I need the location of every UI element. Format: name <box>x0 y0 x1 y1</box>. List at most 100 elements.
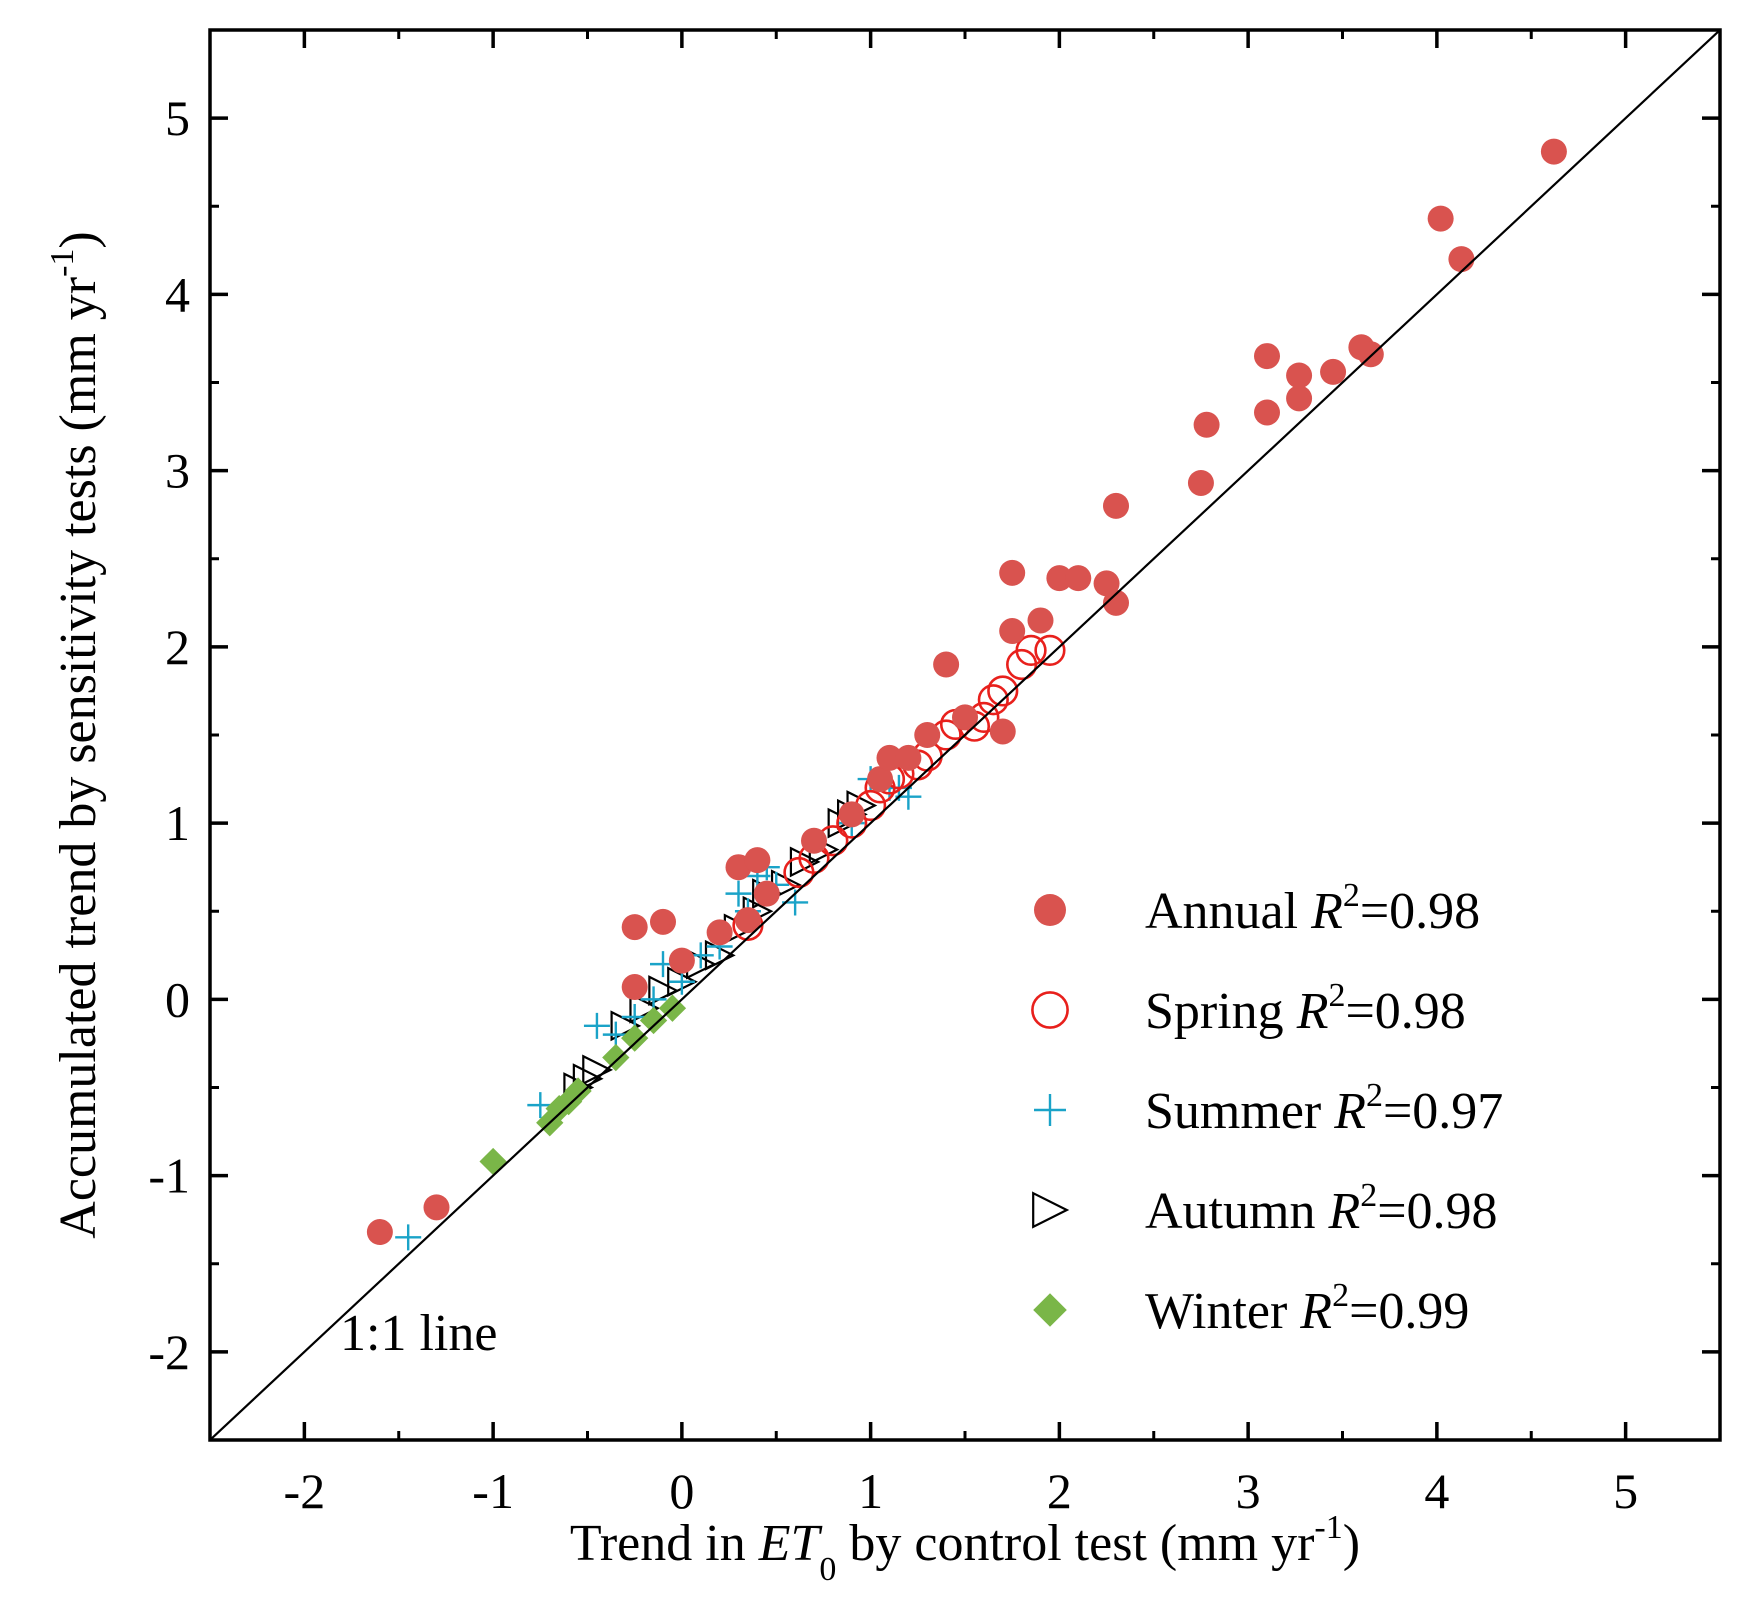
annual-point <box>1093 570 1120 597</box>
annual-point <box>1103 589 1129 616</box>
annual-point <box>1193 411 1220 438</box>
one-to-one-line <box>210 30 1720 1440</box>
x-tick-label: 2 <box>1047 1463 1072 1519</box>
y-tick-label: -2 <box>148 1324 190 1380</box>
legend-label-spring: Spring R2=0.98 <box>1145 977 1466 1040</box>
winter-point <box>554 1087 583 1116</box>
x-tick-label: 5 <box>1613 1463 1638 1519</box>
summer-point <box>527 1092 554 1119</box>
annual-point <box>989 718 1016 745</box>
annual-point <box>1448 246 1475 273</box>
annual-point <box>1320 358 1347 385</box>
annual-point <box>867 766 894 793</box>
legend-marker-autumn <box>1032 1191 1070 1229</box>
legend-label-annual: Annual R2=0.98 <box>1145 877 1480 940</box>
autumn-point <box>572 1063 604 1095</box>
annual-point <box>895 744 922 771</box>
legend-item-spring: Spring R2=0.98 <box>1031 977 1466 1040</box>
summer-point <box>583 1012 610 1039</box>
annual-point <box>1027 607 1054 634</box>
autumn-point <box>582 1054 614 1086</box>
x-tick-label: 1 <box>858 1463 883 1519</box>
annual-point <box>621 914 648 941</box>
series-winter <box>479 994 687 1176</box>
y-tick-label: 1 <box>165 795 190 851</box>
y-tick-label: 5 <box>165 90 190 146</box>
annual-point <box>1286 385 1313 412</box>
winter-point <box>602 1043 630 1072</box>
winter-point <box>564 1077 592 1105</box>
annual-point <box>706 919 733 946</box>
y-tick-label: 3 <box>165 443 190 499</box>
annual-point <box>1286 362 1313 389</box>
spring-point <box>977 684 1009 716</box>
annual-point <box>423 1194 450 1221</box>
annual-point <box>1103 492 1129 519</box>
annual-point <box>914 722 941 748</box>
one-to-one-line-label: 1:1 line <box>340 1305 497 1362</box>
winter-point <box>621 1024 649 1052</box>
legend-marker-summer <box>1034 1094 1066 1126</box>
y-tick-label: -1 <box>148 1148 190 1204</box>
annual-point <box>621 974 648 1001</box>
x-tick-label: 0 <box>669 1463 694 1519</box>
legend-marker-winter <box>1033 1293 1067 1327</box>
y-tick-label: 2 <box>165 619 190 675</box>
winter-point <box>639 1006 668 1035</box>
annual-point <box>753 880 780 907</box>
summer-point <box>395 1224 422 1251</box>
spring-point <box>1034 634 1066 667</box>
y-tick-label: 4 <box>165 266 190 322</box>
annual-point <box>1254 343 1280 370</box>
autumn-point <box>629 992 661 1024</box>
annual-point <box>1427 205 1454 232</box>
annual-point <box>1254 399 1280 426</box>
spring-point <box>987 675 1019 707</box>
annual-point <box>838 801 865 828</box>
winter-point <box>545 1095 573 1123</box>
summer-point <box>602 1021 629 1048</box>
annual-point <box>952 704 978 731</box>
annual-point <box>876 744 903 771</box>
legend-marker-annual <box>1034 894 1066 926</box>
legend-label-winter: Winter R2=0.99 <box>1145 1277 1469 1340</box>
annual-point <box>650 908 676 935</box>
x-tick-label: -1 <box>472 1463 514 1519</box>
legend-item-autumn: Autumn R2=0.98 <box>1032 1177 1498 1240</box>
annual-point <box>734 907 761 934</box>
x-axis-label: Trend in ET0 by control test (mm yr-1) <box>570 1509 1360 1588</box>
y-axis-label: Accumulated trend by sensitivity tests (… <box>44 231 107 1238</box>
winter-point <box>479 1147 507 1176</box>
annual-point <box>1540 138 1567 165</box>
legend-label-autumn: Autumn R2=0.98 <box>1145 1177 1498 1240</box>
annual-point <box>933 651 960 678</box>
data-layer <box>210 30 1720 1440</box>
legend-marker-spring <box>1031 991 1069 1029</box>
annual-point <box>1065 565 1092 592</box>
autumn-point <box>648 975 680 1006</box>
axis-ticks: -2 -1 0 1 2 3 4 5 -2 -1 0 1 2 3 4 5 <box>148 30 1720 1519</box>
series-spring <box>732 634 1066 941</box>
y-tick-label: 0 <box>165 971 190 1027</box>
annual-point <box>1187 469 1214 496</box>
legend-item-winter: Winter R2=0.99 <box>1033 1277 1469 1340</box>
annual-point <box>801 827 827 854</box>
autumn-point <box>610 1010 642 1042</box>
annual-point <box>999 559 1026 586</box>
annual-point <box>744 847 771 874</box>
legend-item-summer: Summer R2=0.97 <box>1034 1077 1503 1140</box>
legend: Annual R2=0.98 Spring R2=0.98 Summer R2=0.… <box>1031 877 1503 1340</box>
spring-point <box>1015 634 1047 667</box>
annual-point <box>999 618 1026 645</box>
x-tick-label: -2 <box>284 1463 326 1519</box>
summer-point <box>725 880 752 907</box>
legend-item-annual: Annual R2=0.98 <box>1034 877 1480 940</box>
x-tick-label: 4 <box>1424 1463 1449 1519</box>
legend-label-summer: Summer R2=0.97 <box>1145 1077 1503 1140</box>
annual-point <box>366 1219 393 1246</box>
series-annual <box>366 138 1567 1246</box>
annual-point <box>1046 565 1073 592</box>
x-tick-label: 3 <box>1236 1463 1261 1519</box>
annual-point <box>668 947 695 974</box>
